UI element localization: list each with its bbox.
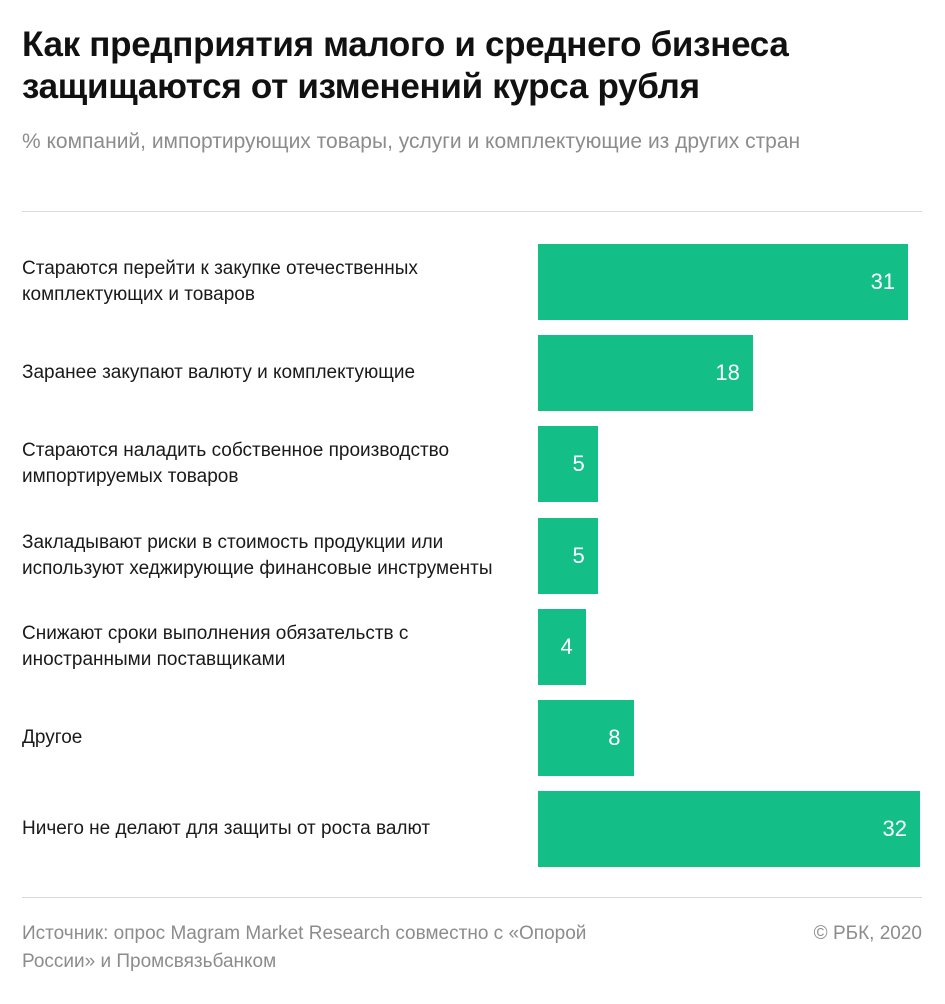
category-label: Стараются перейти к закупке отечественны…: [22, 258, 418, 305]
bar: [538, 335, 753, 412]
category-label: Закладывают риски в стоимость продукции …: [22, 531, 493, 579]
bottom-divider: [22, 897, 922, 898]
chart-title: Как предприятия малого и среднего бизнес…: [22, 25, 789, 106]
top-divider: [22, 211, 922, 212]
bar: [538, 244, 909, 320]
category-label: Заранее закупают валюту и комплектующие: [22, 362, 416, 384]
chart-subtitle: % компаний, импортирующих товары, услуги…: [22, 130, 801, 153]
bar-value-label: 5: [572, 542, 585, 568]
category-label: Стараются наладить собственное производс…: [22, 440, 450, 488]
bar-value-label: 18: [715, 360, 740, 386]
bar: [538, 517, 598, 594]
bar-value-label: 32: [882, 816, 907, 842]
bar-value-label: 5: [572, 451, 585, 477]
category-label: Снижают сроки выполнения обязательств с …: [22, 622, 409, 670]
copyright-note: © РБК, 2020: [813, 923, 922, 944]
category-label: Ничего не делают для защиты от роста вал…: [22, 818, 431, 840]
bar-value-label: 31: [870, 269, 896, 294]
bar-value-label: 8: [608, 725, 621, 750]
bar: [538, 426, 598, 503]
bar-value-label: 4: [560, 633, 573, 659]
source-note: Источник: опрос Magram Market Research с…: [22, 923, 587, 972]
bar: [538, 791, 920, 868]
category-label: Другое: [22, 727, 83, 748]
bar: [538, 700, 634, 776]
bar: [538, 608, 586, 685]
